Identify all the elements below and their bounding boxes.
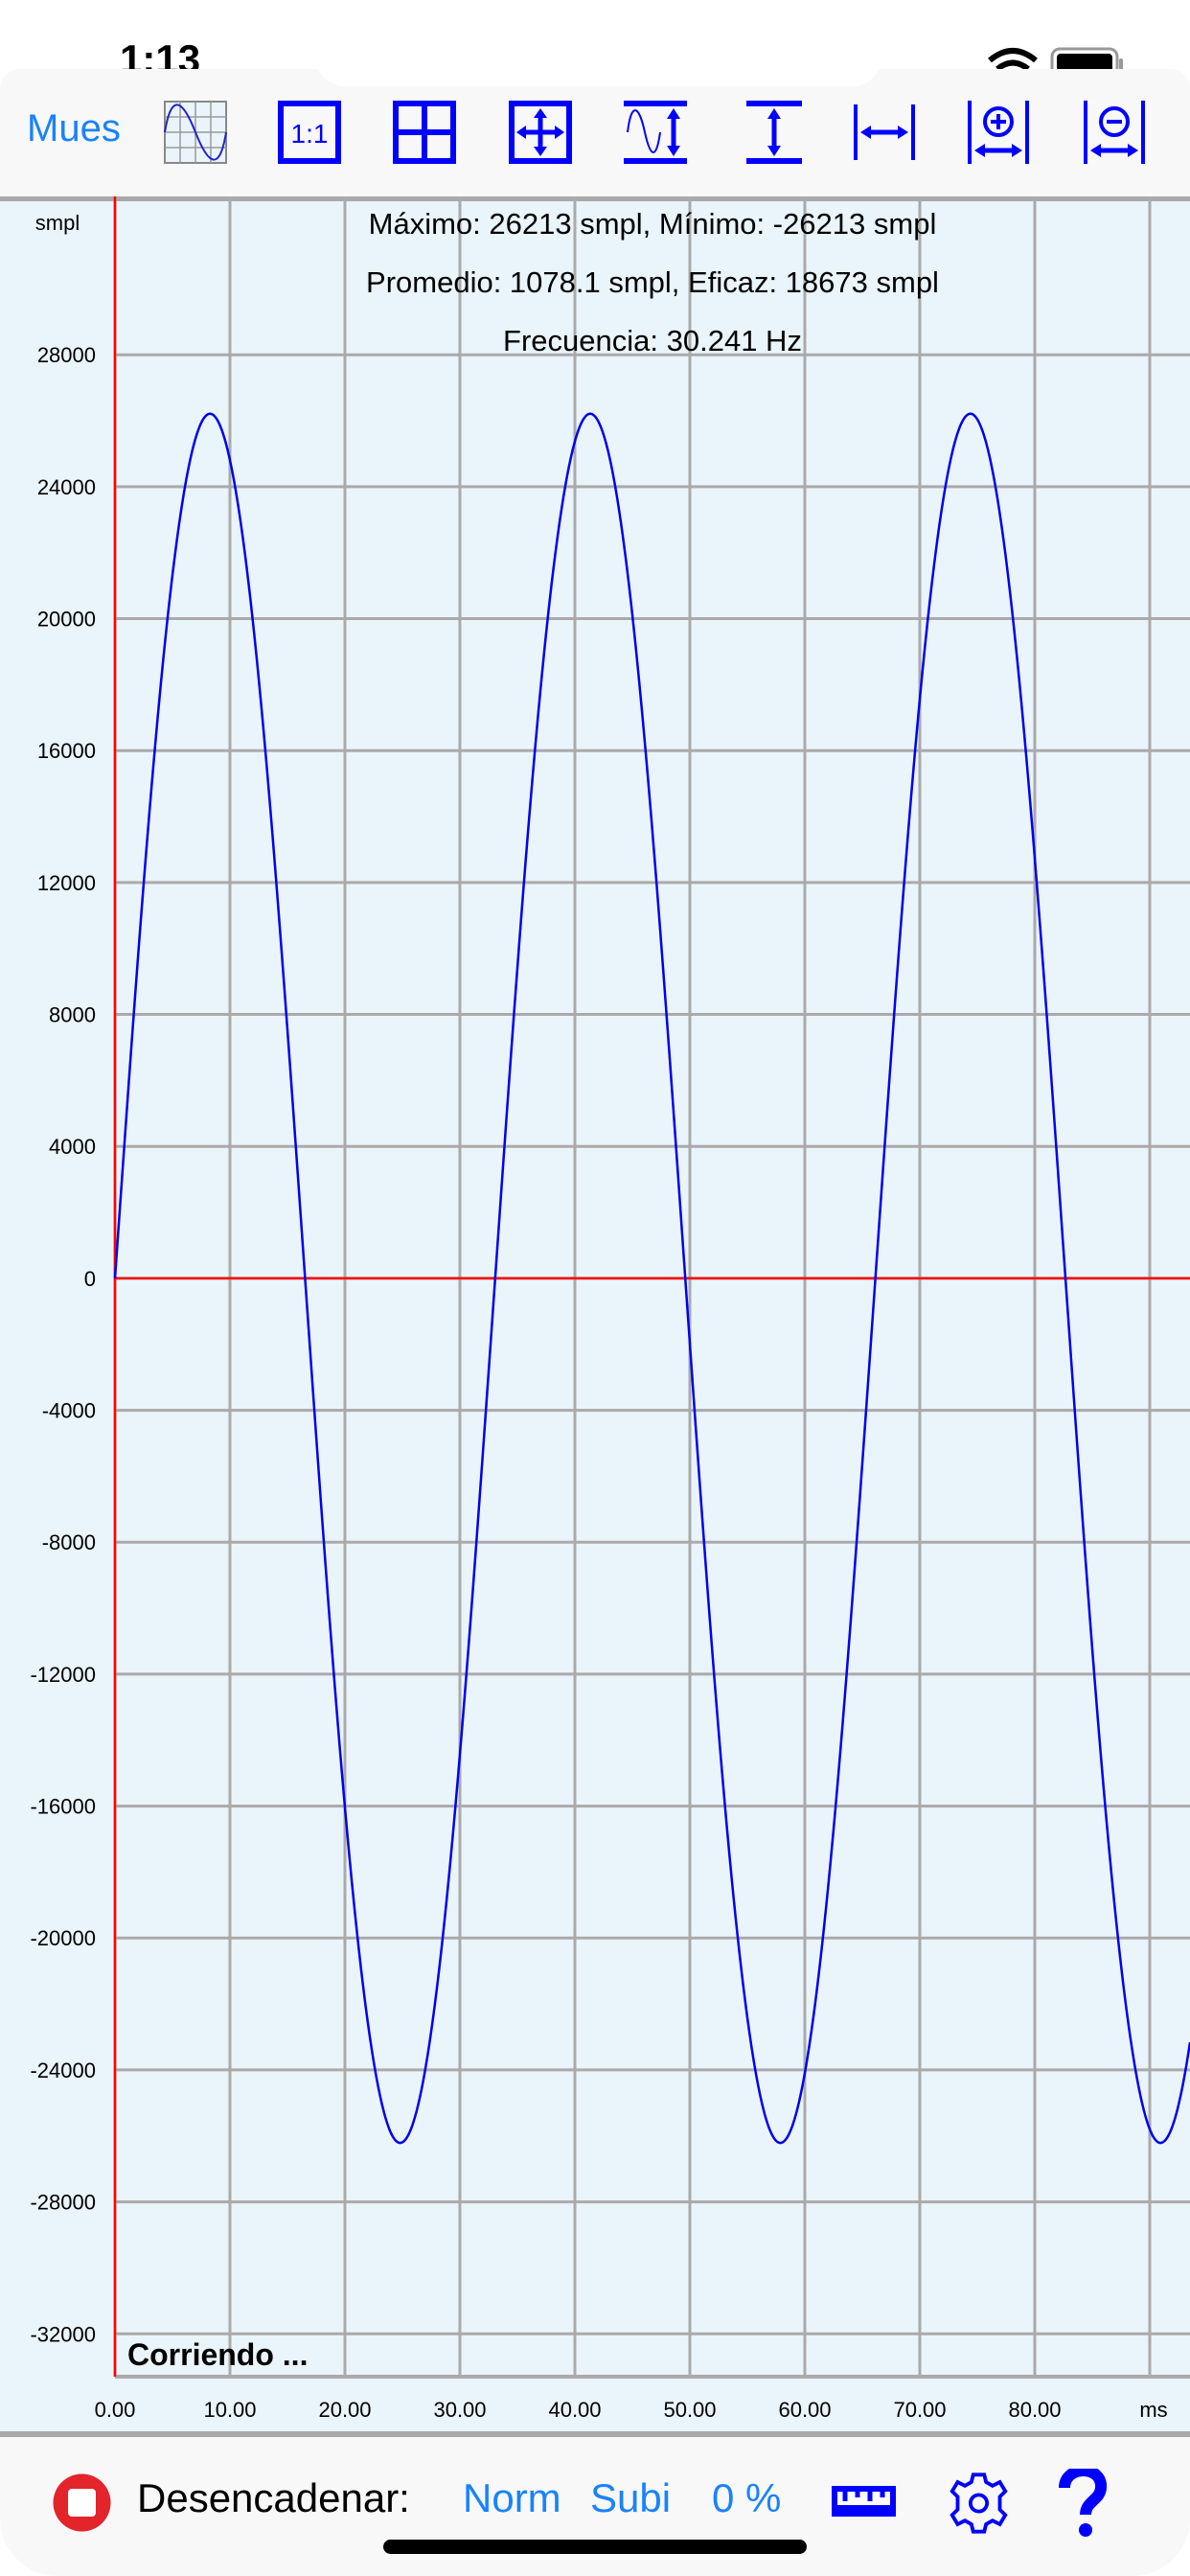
trigger-level-button[interactable]: 0 % (712, 2475, 782, 2520)
one-to-one-icon[interactable]: 1:1 (278, 101, 341, 164)
x-tick-label: 50.00 (663, 2398, 716, 2422)
waveform-grid-icon[interactable] (164, 101, 227, 164)
x-tick-label: 60.00 (778, 2398, 831, 2422)
x-tick-label: 20.00 (318, 2398, 371, 2422)
vertical-expand-icon[interactable] (743, 101, 806, 164)
x-tick-label: 10.00 (203, 2398, 256, 2422)
x-unit-label: ms (1139, 2398, 1167, 2422)
svg-text:1:1: 1:1 (291, 119, 329, 149)
y-tick-label: -4000 (42, 1399, 96, 1423)
zoom-out-icon[interactable] (1083, 101, 1146, 164)
y-tick-label: 28000 (37, 343, 96, 367)
gear-icon[interactable] (947, 2470, 1011, 2537)
x-tick-label: 0.00 (95, 2398, 136, 2422)
source-button[interactable]: Mues (27, 107, 121, 150)
y-unit-label: smpl (35, 211, 80, 235)
stop-icon[interactable] (52, 2472, 112, 2533)
trigger-label: Desencadenar: (137, 2475, 410, 2520)
ruler-icon[interactable] (832, 2482, 896, 2520)
zoom-in-icon[interactable] (967, 101, 1030, 164)
y-tick-label: -28000 (30, 2191, 96, 2215)
autoscale-vertical-icon[interactable] (624, 101, 687, 164)
notch (316, 58, 881, 86)
y-tick-label: 8000 (49, 1003, 96, 1027)
x-tick-label: 30.00 (433, 2398, 486, 2422)
y-tick-label: -12000 (30, 1663, 96, 1687)
help-icon[interactable] (1059, 2469, 1107, 2538)
wifi-icon (988, 48, 1038, 72)
waveform-series (113, 412, 1190, 2145)
y-tick-label: 0 (84, 1267, 96, 1291)
y-tick-label: 16000 (37, 739, 96, 763)
y-tick-label: 12000 (37, 871, 96, 895)
stats-frequency: Frecuencia: 30.241 Hz (503, 324, 802, 357)
x-tick-label: 40.00 (548, 2398, 601, 2422)
y-tick-label: -20000 (30, 1926, 96, 1950)
move-arrows-icon[interactable] (509, 101, 572, 164)
x-tick-label: 70.00 (893, 2398, 946, 2422)
grid-icon[interactable] (393, 101, 456, 164)
y-tick-label: 20000 (37, 608, 96, 632)
y-tick-label: -24000 (30, 2058, 96, 2082)
y-tick-label: 4000 (49, 1135, 96, 1159)
trigger-edge-button[interactable]: Subi (590, 2475, 672, 2520)
y-tick-label: -32000 (30, 2322, 96, 2346)
y-tick-label: 24000 (37, 475, 96, 499)
horizontal-expand-icon[interactable] (853, 101, 916, 164)
y-tick-label: -16000 (30, 1795, 96, 1819)
y-tick-label: -8000 (42, 1530, 96, 1554)
home-indicator[interactable] (383, 2540, 807, 2554)
stats-avg-rms: Promedio: 1078.1 smpl, Eficaz: 18673 smp… (366, 265, 939, 299)
run-status: Corriendo ... (127, 2337, 308, 2372)
stats-max-min: Máximo: 26213 smpl, Mínimo: -26213 smpl (369, 207, 937, 241)
oscilloscope-plot[interactable] (0, 196, 1190, 2437)
trigger-mode-button[interactable]: Norm (463, 2475, 561, 2520)
x-tick-label: 80.00 (1008, 2398, 1061, 2422)
